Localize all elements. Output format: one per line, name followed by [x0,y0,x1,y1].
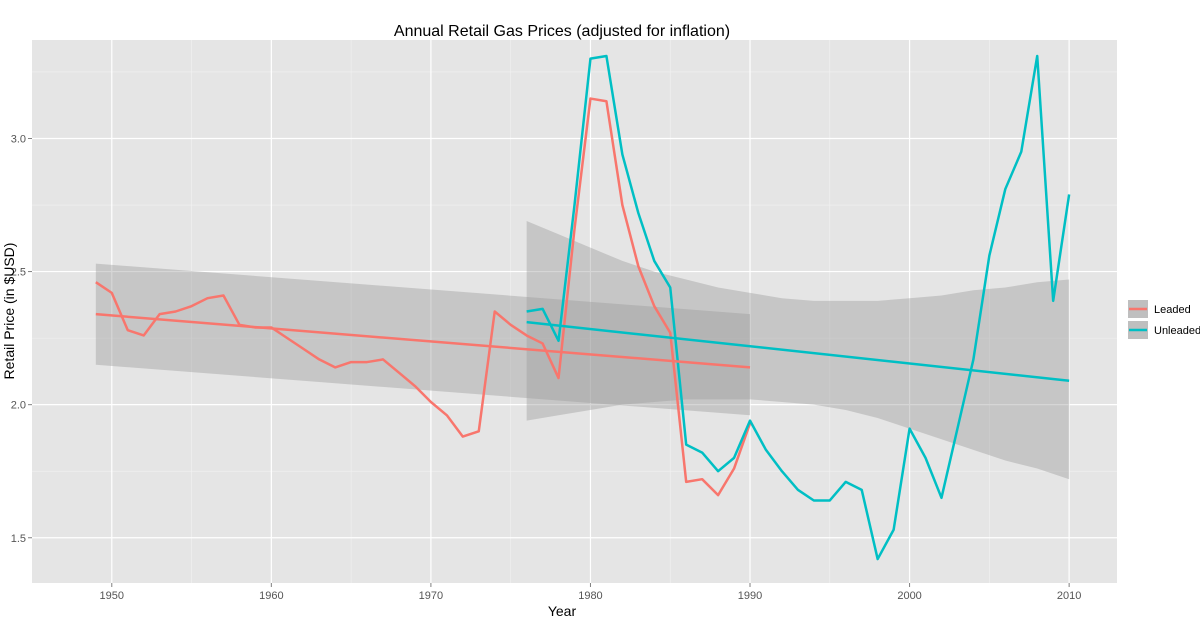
x-tick-label: 1970 [419,590,443,602]
y-tick-label: 2.0 [11,400,26,412]
y-tick-label: 3.0 [11,133,26,145]
y-axis-title: Retail Price (in $USD) [1,243,17,380]
x-tick-label: 1950 [100,590,124,602]
x-tick-label: 2000 [897,590,921,602]
y-tick-label: 1.5 [11,533,26,545]
x-tick-label: 1960 [259,590,283,602]
chart-title: Annual Retail Gas Prices (adjusted for i… [394,23,730,40]
x-tick-label: 1980 [578,590,602,602]
y-tick-label: 2.5 [11,267,26,279]
legend-label-leaded: Leaded [1154,304,1191,316]
confidence-band-leaded [95,263,751,416]
x-tick-label: 2010 [1057,590,1081,602]
legend-label-unleaded: Unleaded [1154,325,1200,337]
x-axis-ticks: 1950 1960 1970 1980 1990 2000 2010 [100,583,1081,602]
trend-line-leaded [95,312,751,369]
grid [32,40,1117,583]
confidence-bands [95,221,1070,480]
plot-background [32,40,1117,583]
y-axis-ticks: 1.5 2.0 2.5 3.0 [11,133,32,545]
series-line-unleaded [526,54,1071,561]
confidence-band-unleaded [526,221,1070,480]
x-tick-label: 1990 [738,590,762,602]
trend-line-unleaded [526,320,1070,382]
legend: Leaded Unleaded [1128,300,1200,339]
series-line-leaded [95,97,752,497]
trend-lines [95,312,1070,382]
series-lines [95,54,1071,561]
x-axis-title: Year [548,603,577,619]
